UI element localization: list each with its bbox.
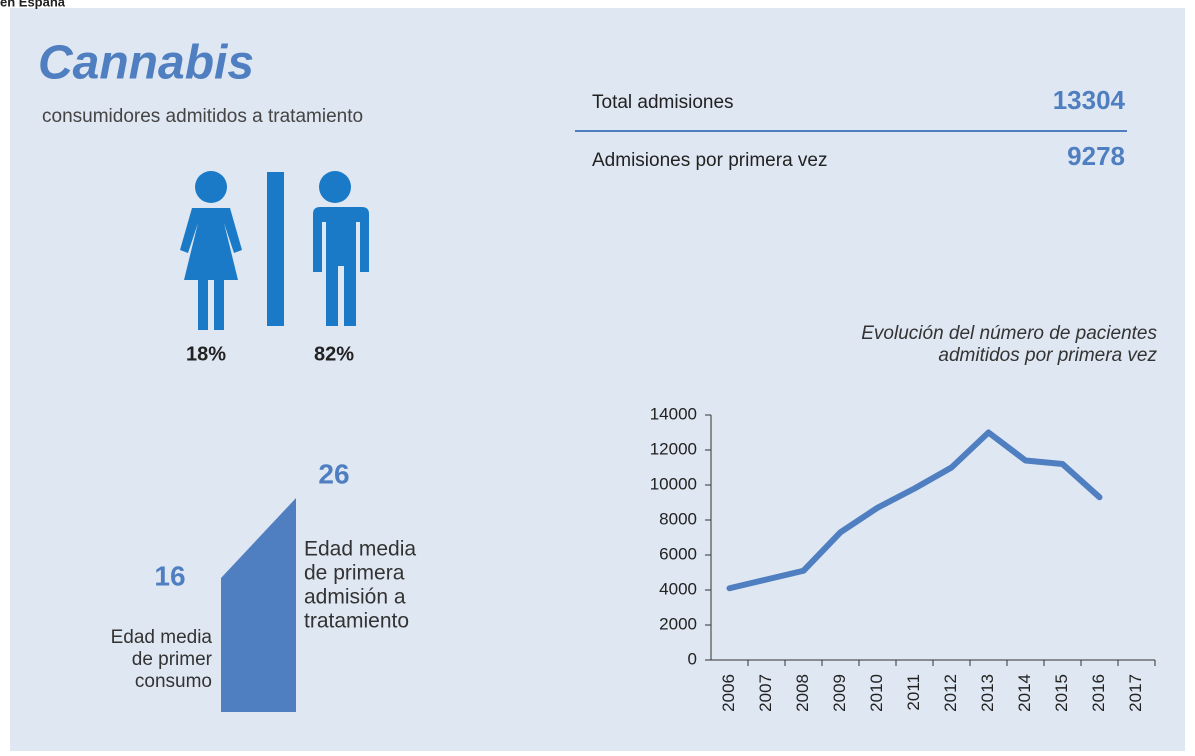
age-shape <box>221 498 296 712</box>
age-label: tratamiento <box>304 610 409 633</box>
y-tick-label: 2000 <box>659 614 697 633</box>
subtitle: consumidores admitidos a tratamiento <box>42 106 363 127</box>
stat-value: 13304 <box>1053 85 1126 115</box>
x-tick-label: 2012 <box>941 674 960 712</box>
y-tick-label: 8000 <box>659 509 697 528</box>
separator <box>267 172 284 326</box>
y-tick-label: 14000 <box>650 404 697 423</box>
chart-title: admitidos por primera vez <box>938 345 1157 366</box>
stat-label: Total admisiones <box>592 92 734 113</box>
age-label: Edad media <box>111 627 213 648</box>
female-body <box>180 208 242 330</box>
male-body <box>308 207 369 326</box>
gender-icons <box>180 171 369 330</box>
female-pct: 18% <box>186 343 226 365</box>
y-tick-label: 12000 <box>650 439 697 458</box>
x-tick-label: 2014 <box>1015 674 1034 712</box>
age-label: admisión a <box>304 586 406 609</box>
x-tick-label: 2017 <box>1126 674 1145 712</box>
stat-value: 9278 <box>1067 141 1125 171</box>
y-tick-label: 4000 <box>659 579 697 598</box>
age-value: 16 <box>154 560 185 591</box>
male-head <box>319 171 351 203</box>
female-head <box>195 171 227 203</box>
chart-title: Evolución del número de pacientes <box>861 323 1157 344</box>
x-tick-label: 2011 <box>904 674 923 711</box>
x-tick-label: 2010 <box>867 674 886 712</box>
age-value: 26 <box>318 458 349 489</box>
age-label: Edad media <box>304 538 416 561</box>
male-pct: 82% <box>314 343 354 365</box>
age-label: de primer <box>132 649 213 670</box>
stat-label: Admisiones por primera vez <box>592 150 827 171</box>
x-tick-label: 2008 <box>793 674 812 712</box>
y-tick-label: 0 <box>688 649 697 668</box>
region: en España <box>0 0 66 9</box>
x-tick-label: 2009 <box>830 674 849 712</box>
age-label: consumo <box>135 671 212 692</box>
x-tick-label: 2016 <box>1089 674 1108 712</box>
x-tick-label: 2015 <box>1052 674 1071 712</box>
x-tick-label: 2013 <box>978 674 997 712</box>
age-label: de primera <box>304 562 405 585</box>
line <box>726 429 1103 592</box>
x-tick-label: 2006 <box>719 674 738 712</box>
x-tick-label: 2007 <box>756 674 775 712</box>
title: Cannabis <box>38 37 254 90</box>
y-tick-label: 6000 <box>659 544 697 563</box>
y-tick-label: 10000 <box>650 474 697 493</box>
